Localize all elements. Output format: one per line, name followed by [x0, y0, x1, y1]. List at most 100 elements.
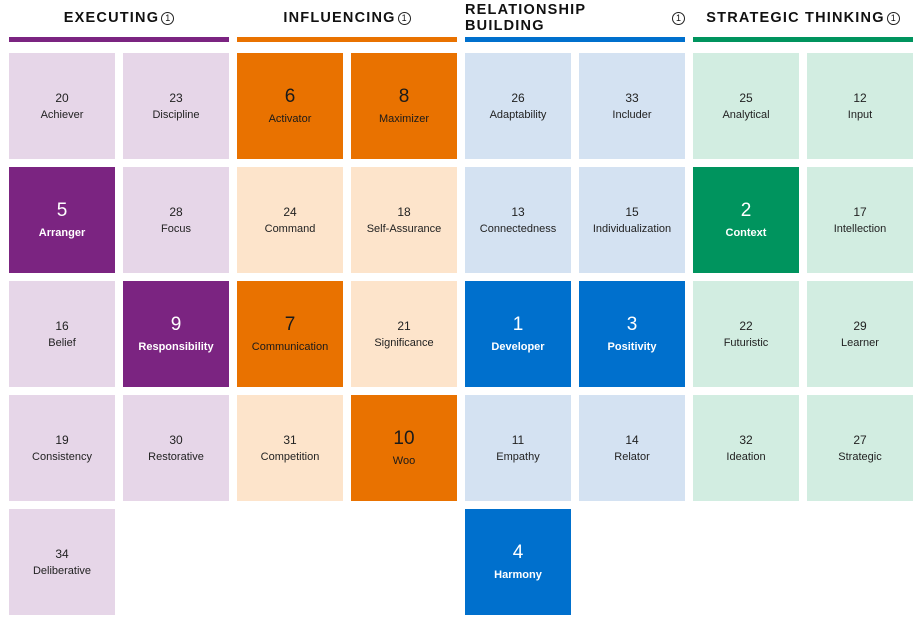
- strength-name: Self-Assurance: [366, 222, 442, 235]
- strength-tile-responsibility[interactable]: 9 Responsibility: [123, 281, 229, 387]
- strength-tile-communication[interactable]: 7 Communication: [237, 281, 343, 387]
- strength-rank: 24: [283, 204, 297, 219]
- strength-rank: 34: [55, 546, 69, 561]
- strength-tile-developer[interactable]: 1 Developer: [465, 281, 571, 387]
- domain-bar-influencing: [237, 37, 457, 42]
- strength-name: Restorative: [148, 450, 204, 463]
- info-icon[interactable]: 1: [886, 11, 900, 25]
- strength-tile-ideation[interactable]: 32 Ideation: [693, 395, 799, 501]
- strength-rank: 1: [512, 314, 524, 335]
- strength-tile-positivity[interactable]: 3 Positivity: [579, 281, 685, 387]
- strength-name: Belief: [48, 336, 76, 349]
- domain-title: INFLUENCING: [283, 10, 396, 26]
- strength-name: Connectedness: [479, 222, 557, 235]
- domain-header-executing: EXECUTING 1: [9, 0, 229, 36]
- strength-name: Context: [725, 227, 767, 239]
- strength-rank: 3: [626, 314, 638, 335]
- strength-name: Competition: [260, 450, 320, 463]
- strength-rank: 27: [853, 432, 867, 447]
- strength-rank: 12: [853, 90, 867, 105]
- strength-tile-competition[interactable]: 31 Competition: [237, 395, 343, 501]
- strength-rank: 7: [284, 314, 296, 335]
- strength-name: Individualization: [592, 222, 672, 235]
- strength-tile-relator[interactable]: 14 Relator: [579, 395, 685, 501]
- strength-rank: 16: [55, 318, 69, 333]
- domain-title: STRATEGIC THINKING: [706, 10, 885, 26]
- strength-rank: 8: [398, 86, 410, 107]
- strength-name: Futuristic: [723, 336, 769, 349]
- strength-name: Learner: [841, 336, 879, 349]
- strength-name: Maximizer: [378, 113, 430, 125]
- strength-tile-significance[interactable]: 21 Significance: [351, 281, 457, 387]
- strength-tile-input[interactable]: 12 Input: [807, 53, 913, 159]
- strength-name: Responsibility: [138, 341, 214, 353]
- domain-relationship: RELATIONSHIP BUILDING 1: [465, 0, 685, 42]
- strength-tile-self-assurance[interactable]: 18 Self-Assurance: [351, 167, 457, 273]
- strength-tile-individualization[interactable]: 15 Individualization: [579, 167, 685, 273]
- info-icon[interactable]: 1: [161, 11, 175, 25]
- strength-tile-analytical[interactable]: 25 Analytical: [693, 53, 799, 159]
- info-icon[interactable]: 1: [397, 11, 411, 25]
- strength-rank: 33: [625, 90, 639, 105]
- strength-name: Includer: [612, 108, 652, 121]
- strength-name: Achiever: [40, 108, 84, 121]
- strength-name: Positivity: [607, 341, 657, 353]
- strength-rank: 25: [739, 90, 753, 105]
- strength-rank: 14: [625, 432, 639, 447]
- strength-tile-woo[interactable]: 10 Woo: [351, 395, 457, 501]
- strength-rank: 21: [397, 318, 411, 333]
- strength-rank: 10: [393, 428, 415, 449]
- strength-name: Communication: [251, 341, 329, 353]
- strength-rank: 22: [739, 318, 753, 333]
- strength-name: Relator: [614, 450, 650, 463]
- strength-tile-achiever[interactable]: 20 Achiever: [9, 53, 115, 159]
- strength-name: Discipline: [152, 108, 200, 121]
- strength-tile-harmony[interactable]: 4 Harmony: [465, 509, 571, 615]
- strength-tile-context[interactable]: 2 Context: [693, 167, 799, 273]
- domain-strategic: STRATEGIC THINKING 1: [693, 0, 913, 42]
- strength-rank: 29: [853, 318, 867, 333]
- domain-executing: EXECUTING 1: [9, 0, 229, 42]
- strength-rank: 19: [55, 432, 69, 447]
- strength-tile-discipline[interactable]: 23 Discipline: [123, 53, 229, 159]
- strength-tile-adaptability[interactable]: 26 Adaptability: [465, 53, 571, 159]
- strength-rank: 6: [284, 86, 296, 107]
- strength-tile-futuristic[interactable]: 22 Futuristic: [693, 281, 799, 387]
- strength-name: Input: [847, 108, 873, 121]
- strength-rank: 9: [170, 314, 182, 335]
- strength-name: Analytical: [722, 108, 770, 121]
- strength-name: Activator: [268, 113, 312, 125]
- strength-tile-intellection[interactable]: 17 Intellection: [807, 167, 913, 273]
- strength-rank: 15: [625, 204, 639, 219]
- domain-title: EXECUTING: [63, 10, 160, 26]
- domain-bar-executing: [9, 37, 229, 42]
- strength-tile-strategic[interactable]: 27 Strategic: [807, 395, 913, 501]
- strength-rank: 4: [512, 542, 524, 563]
- strength-rank: 2: [740, 200, 752, 221]
- info-icon[interactable]: 1: [672, 11, 685, 25]
- strength-tile-connectedness[interactable]: 13 Connectedness: [465, 167, 571, 273]
- strength-name: Empathy: [496, 450, 540, 463]
- strength-tile-activator[interactable]: 6 Activator: [237, 53, 343, 159]
- domain-header-influencing: INFLUENCING 1: [237, 0, 457, 36]
- strength-name: Ideation: [726, 450, 766, 463]
- strength-rank: 26: [511, 90, 525, 105]
- strength-tile-learner[interactable]: 29 Learner: [807, 281, 913, 387]
- strength-rank: 32: [739, 432, 753, 447]
- strength-tile-focus[interactable]: 28 Focus: [123, 167, 229, 273]
- strength-tile-empathy[interactable]: 11 Empathy: [465, 395, 571, 501]
- strength-rank: 17: [853, 204, 867, 219]
- strength-tile-arranger[interactable]: 5 Arranger: [9, 167, 115, 273]
- domain-bar-strategic: [693, 37, 913, 42]
- strength-tile-deliberative[interactable]: 34 Deliberative: [9, 509, 115, 615]
- strength-tile-maximizer[interactable]: 8 Maximizer: [351, 53, 457, 159]
- strength-rank: 23: [169, 90, 183, 105]
- strength-rank: 30: [169, 432, 183, 447]
- strength-tile-belief[interactable]: 16 Belief: [9, 281, 115, 387]
- strength-tile-restorative[interactable]: 30 Restorative: [123, 395, 229, 501]
- domain-influencing: INFLUENCING 1: [237, 0, 457, 42]
- strength-tile-includer[interactable]: 33 Includer: [579, 53, 685, 159]
- strength-tile-command[interactable]: 24 Command: [237, 167, 343, 273]
- strength-tile-consistency[interactable]: 19 Consistency: [9, 395, 115, 501]
